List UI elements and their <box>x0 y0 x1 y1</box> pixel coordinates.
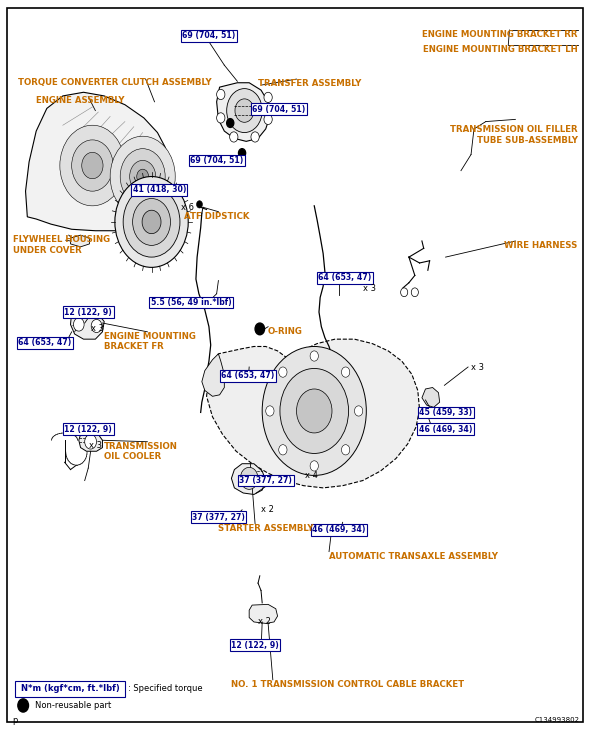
Circle shape <box>279 367 287 377</box>
Text: 46 (469, 34): 46 (469, 34) <box>419 425 472 434</box>
Text: TRANSFER ASSEMBLY: TRANSFER ASSEMBLY <box>258 79 361 88</box>
Text: TRANSMISSION
OIL COOLER: TRANSMISSION OIL COOLER <box>104 442 178 461</box>
Polygon shape <box>231 464 266 495</box>
Polygon shape <box>206 339 420 488</box>
Circle shape <box>196 200 202 208</box>
Text: 64 (653, 47): 64 (653, 47) <box>318 273 372 282</box>
Text: AUTOMATIC TRANSAXLE ASSEMBLY: AUTOMATIC TRANSAXLE ASSEMBLY <box>329 552 498 561</box>
Text: 69 (704, 51): 69 (704, 51) <box>190 156 243 165</box>
Circle shape <box>227 119 234 128</box>
Circle shape <box>133 198 170 245</box>
Circle shape <box>251 132 259 142</box>
Circle shape <box>342 367 350 377</box>
Circle shape <box>74 318 84 331</box>
Text: ENGINE MOUNTING
BRACKET FR: ENGINE MOUNTING BRACKET FR <box>104 332 196 352</box>
Text: 41 (418, 30): 41 (418, 30) <box>133 185 186 195</box>
Text: x 4: x 4 <box>305 471 318 480</box>
Circle shape <box>264 92 272 103</box>
Circle shape <box>115 176 188 267</box>
Text: x 3: x 3 <box>91 324 104 333</box>
Circle shape <box>310 461 318 471</box>
Text: ENGINE MOUNTING BRACKET RR: ENGINE MOUNTING BRACKET RR <box>422 30 578 39</box>
Circle shape <box>18 699 28 712</box>
Circle shape <box>130 161 156 192</box>
Circle shape <box>240 468 258 490</box>
Polygon shape <box>71 310 104 339</box>
Text: 12 (122, 9): 12 (122, 9) <box>65 425 112 434</box>
Text: O-RING: O-RING <box>268 327 303 335</box>
Text: FLYWHEEL HOUSING
UNDER COVER: FLYWHEEL HOUSING UNDER COVER <box>12 235 110 255</box>
Circle shape <box>412 288 419 297</box>
Text: TORQUE CONVERTER CLUTCH ASSEMBLY: TORQUE CONVERTER CLUTCH ASSEMBLY <box>18 78 212 87</box>
Text: WIRE HARNESS: WIRE HARNESS <box>504 241 578 250</box>
Circle shape <box>110 137 175 217</box>
Text: 64 (653, 47): 64 (653, 47) <box>18 338 72 347</box>
Circle shape <box>280 368 349 454</box>
Bar <box>15 680 125 697</box>
Circle shape <box>401 288 408 297</box>
Circle shape <box>229 132 238 142</box>
Circle shape <box>238 149 246 158</box>
Polygon shape <box>79 435 103 451</box>
Circle shape <box>355 406 363 416</box>
Circle shape <box>123 186 180 257</box>
Text: 64 (653, 47): 64 (653, 47) <box>221 371 275 380</box>
Text: 69 (704, 51): 69 (704, 51) <box>252 105 305 114</box>
Text: 45 (459, 33): 45 (459, 33) <box>419 408 472 417</box>
Text: x 6: x 6 <box>181 203 194 212</box>
Text: 46 (469, 34): 46 (469, 34) <box>313 525 366 534</box>
Circle shape <box>216 90 225 100</box>
Text: x 3: x 3 <box>363 284 376 293</box>
Circle shape <box>255 323 264 335</box>
Circle shape <box>266 406 274 416</box>
Text: x 2: x 2 <box>261 506 274 515</box>
Circle shape <box>310 351 318 361</box>
Text: STARTER ASSEMBLY: STARTER ASSEMBLY <box>218 524 314 533</box>
Text: x 2: x 2 <box>258 617 271 625</box>
Text: 37 (377, 27): 37 (377, 27) <box>192 512 245 522</box>
Text: p: p <box>12 716 18 724</box>
Circle shape <box>216 113 225 123</box>
Text: ENGINE MOUNTING BRACKET LH: ENGINE MOUNTING BRACKET LH <box>423 45 578 54</box>
Circle shape <box>262 346 366 476</box>
Text: 12 (122, 9): 12 (122, 9) <box>231 641 279 650</box>
Circle shape <box>91 319 102 333</box>
Polygon shape <box>202 354 224 396</box>
Text: x 3: x 3 <box>90 441 103 450</box>
Circle shape <box>279 445 287 455</box>
Text: 12 (122, 9): 12 (122, 9) <box>65 308 112 316</box>
Text: x 3: x 3 <box>471 363 484 371</box>
Polygon shape <box>71 235 90 247</box>
Circle shape <box>227 89 262 133</box>
Circle shape <box>72 140 113 191</box>
Text: 5.5 (56, 49 in.*lbf): 5.5 (56, 49 in.*lbf) <box>151 298 231 307</box>
Text: N*m (kgf*cm, ft.*lbf): N*m (kgf*cm, ft.*lbf) <box>21 684 120 693</box>
Text: TRANSMISSION OIL FILLER
TUBE SUB-ASSEMBLY: TRANSMISSION OIL FILLER TUBE SUB-ASSEMBL… <box>450 126 578 145</box>
Circle shape <box>120 149 165 204</box>
Circle shape <box>296 389 332 433</box>
Polygon shape <box>422 388 439 407</box>
Text: : Specified torque: : Specified torque <box>128 684 203 693</box>
Text: C134993802: C134993802 <box>534 717 579 723</box>
Circle shape <box>60 126 125 206</box>
Circle shape <box>235 99 254 123</box>
Circle shape <box>342 445 350 455</box>
Polygon shape <box>249 604 278 623</box>
Text: NO. 1 TRANSMISSION CONTROL CABLE BRACKET: NO. 1 TRANSMISSION CONTROL CABLE BRACKET <box>231 680 464 688</box>
Circle shape <box>82 153 103 178</box>
Polygon shape <box>216 83 270 142</box>
Circle shape <box>137 170 149 184</box>
Text: Non-reusable part: Non-reusable part <box>35 701 111 710</box>
Polygon shape <box>25 92 170 230</box>
Text: ENGINE ASSEMBLY: ENGINE ASSEMBLY <box>36 96 125 105</box>
Text: ATF DIPSTICK: ATF DIPSTICK <box>184 211 250 221</box>
Circle shape <box>85 435 97 449</box>
Text: 37 (377, 27): 37 (377, 27) <box>240 476 292 485</box>
Text: 69 (704, 51): 69 (704, 51) <box>182 32 235 40</box>
Circle shape <box>264 115 272 125</box>
Circle shape <box>142 210 161 233</box>
